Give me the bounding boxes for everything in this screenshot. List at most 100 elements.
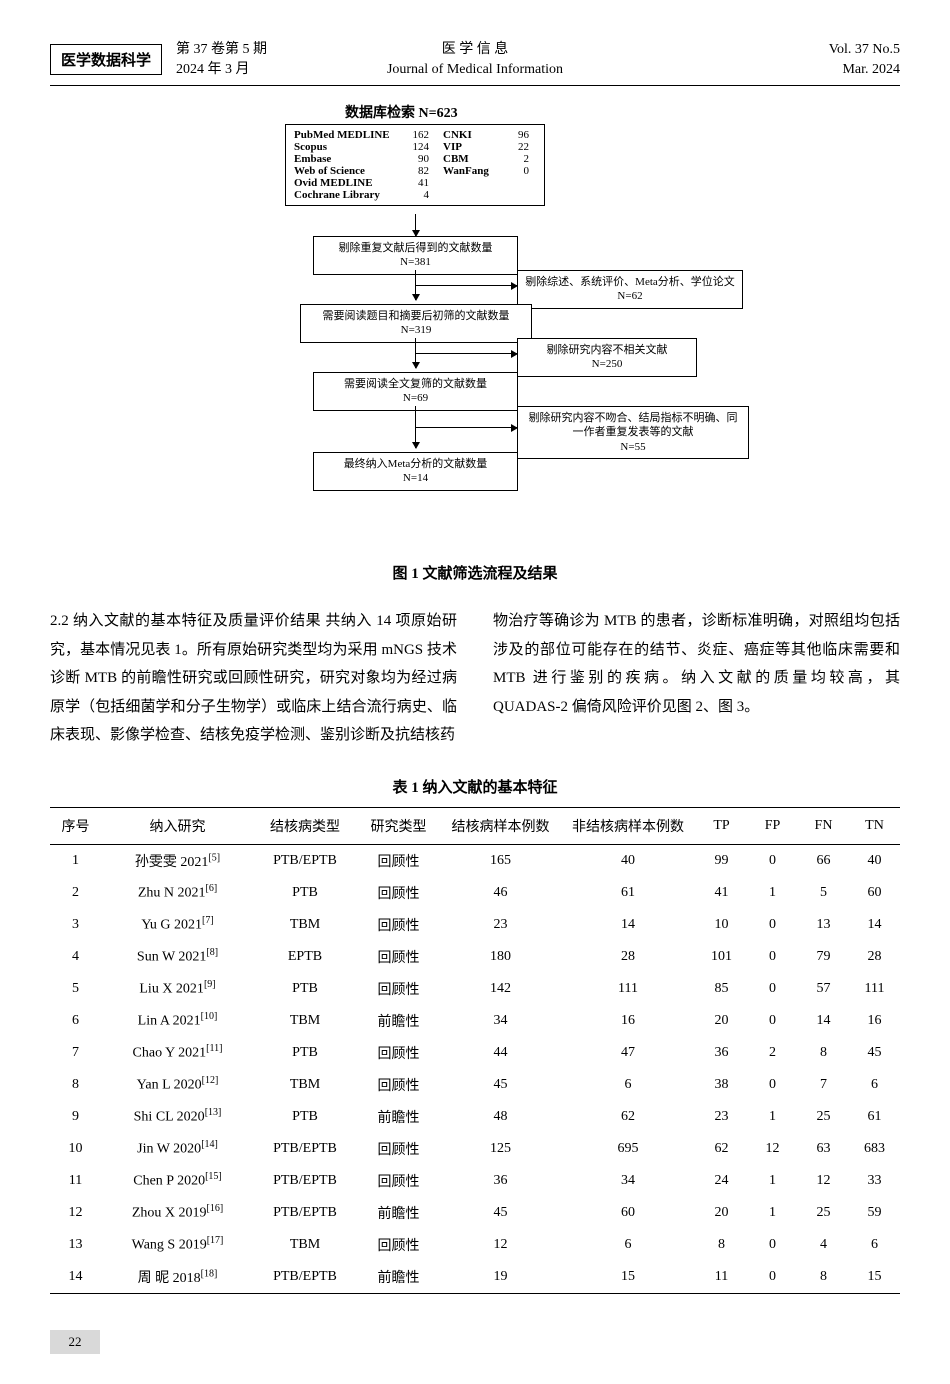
table-cell: PTB/EPTB xyxy=(254,844,356,877)
table-cell: 0 xyxy=(747,1005,798,1037)
table-cell: 前瞻性 xyxy=(356,1197,441,1229)
table-cell: 8 xyxy=(798,1261,849,1294)
table-cell: 85 xyxy=(696,973,747,1005)
table-cell: 13 xyxy=(798,909,849,941)
table-cell: 回顾性 xyxy=(356,877,441,909)
table-row: 11Chen P 2020[15]PTB/EPTB回顾性36342411233 xyxy=(50,1165,900,1197)
page: 医学数据科学 第 37 卷第 5 期 2024 年 3 月 医 学 信 息 Jo… xyxy=(0,0,950,1384)
table-cell: Shi CL 2020[13] xyxy=(101,1101,254,1133)
table-row: 8Yan L 2020[12]TBM回顾性45638076 xyxy=(50,1069,900,1101)
header-issue-cn: 第 37 卷第 5 期 2024 年 3 月 xyxy=(176,40,267,79)
table-cell: 25 xyxy=(798,1101,849,1133)
table-1-caption: 表 1 纳入文献的基本特征 xyxy=(50,776,900,797)
table-cell: 回顾性 xyxy=(356,1229,441,1261)
table-cell: TBM xyxy=(254,1069,356,1101)
table-cell: 1 xyxy=(747,1165,798,1197)
table-cell: 4 xyxy=(798,1229,849,1261)
table-row: 1孙雯雯 2021[5]PTB/EPTB回顾性165409906640 xyxy=(50,844,900,877)
table-cell: 1 xyxy=(747,877,798,909)
table-cell: 0 xyxy=(747,1069,798,1101)
table-header-cell: 非结核病样本例数 xyxy=(560,807,696,844)
table-cell: Wang S 2019[17] xyxy=(101,1229,254,1261)
table-row: 7Chao Y 2021[11]PTB回顾性4447362845 xyxy=(50,1037,900,1069)
flow-exclude-1: 剔除综述、系统评价、Meta分析、学位论文N=62 xyxy=(517,270,743,309)
table-cell: 34 xyxy=(441,1005,560,1037)
table-cell: 前瞻性 xyxy=(356,1261,441,1294)
table-cell: 40 xyxy=(849,844,900,877)
header-right: Vol. 37 No.5 Mar. 2024 xyxy=(620,40,901,79)
table-cell: 11 xyxy=(696,1261,747,1294)
table-cell: Jin W 2020[14] xyxy=(101,1133,254,1165)
table-header-cell: TN xyxy=(849,807,900,844)
table-cell: 28 xyxy=(560,941,696,973)
table-cell: PTB/EPTB xyxy=(254,1197,356,1229)
table-cell: 12 xyxy=(441,1229,560,1261)
table-row: 10Jin W 2020[14]PTB/EPTB回顾性1256956212636… xyxy=(50,1133,900,1165)
flow-box-title-abstract: 需要阅读题目和摘要后初筛的文献数量N=319 xyxy=(300,304,532,343)
table-cell: Yan L 2020[12] xyxy=(101,1069,254,1101)
table-row: 5Liu X 2021[9]PTB回顾性14211185057111 xyxy=(50,973,900,1005)
body-column-left: 2.2 纳入文献的基本特征及质量评价结果 共纳入 14 项原始研究，基本情况见表… xyxy=(50,607,457,750)
table-cell: 10 xyxy=(50,1133,101,1165)
table-cell: TBM xyxy=(254,1229,356,1261)
table-cell: 3 xyxy=(50,909,101,941)
table-cell: 14 xyxy=(849,909,900,941)
table-cell: 24 xyxy=(696,1165,747,1197)
table-cell: 0 xyxy=(747,973,798,1005)
table-cell: PTB/EPTB xyxy=(254,1165,356,1197)
table-row: 9Shi CL 2020[13]PTB前瞻性48622312561 xyxy=(50,1101,900,1133)
table-header-cell: FP xyxy=(747,807,798,844)
flow-exclude-3: 剔除研究内容不吻合、结局指标不明确、同一作者重复发表等的文献N=55 xyxy=(517,406,749,459)
table-cell: 回顾性 xyxy=(356,1069,441,1101)
flow-exclude-2: 剔除研究内容不相关文献N=250 xyxy=(517,338,697,377)
table-cell: 36 xyxy=(696,1037,747,1069)
table-cell: 683 xyxy=(849,1133,900,1165)
table-cell: 45 xyxy=(441,1197,560,1229)
flow-box-dedup: 剔除重复文献后得到的文献数量N=381 xyxy=(313,236,518,275)
table-cell: 34 xyxy=(560,1165,696,1197)
table-cell: 44 xyxy=(441,1037,560,1069)
table-cell: 8 xyxy=(696,1229,747,1261)
table-cell: 40 xyxy=(560,844,696,877)
table-cell: 回顾性 xyxy=(356,941,441,973)
table-cell: 62 xyxy=(560,1101,696,1133)
table-cell: 前瞻性 xyxy=(356,1005,441,1037)
table-cell: 16 xyxy=(560,1005,696,1037)
table-cell: PTB/EPTB xyxy=(254,1133,356,1165)
table-cell: 15 xyxy=(560,1261,696,1294)
table-cell: 8 xyxy=(50,1069,101,1101)
table-cell: 回顾性 xyxy=(356,1037,441,1069)
vol-issue-cn: 第 37 卷第 5 期 xyxy=(176,40,267,60)
table-row: 13Wang S 2019[17]TBM回顾性1268046 xyxy=(50,1229,900,1261)
table-cell: Chao Y 2021[11] xyxy=(101,1037,254,1069)
table-header-cell: 序号 xyxy=(50,807,101,844)
body-text: 2.2 纳入文献的基本特征及质量评价结果 共纳入 14 项原始研究，基本情况见表… xyxy=(50,607,900,750)
date-cn: 2024 年 3 月 xyxy=(176,60,267,80)
table-header-cell: FN xyxy=(798,807,849,844)
table-cell: 45 xyxy=(849,1037,900,1069)
table-cell: Zhou X 2019[16] xyxy=(101,1197,254,1229)
body-column-right: 物治疗等确诊为 MTB 的患者，诊断标准明确，对照组均包括涉及的部位可能存在的结… xyxy=(493,607,900,750)
table-cell: 695 xyxy=(560,1133,696,1165)
table-cell: Liu X 2021[9] xyxy=(101,973,254,1005)
table-row: 6Lin A 2021[10]TBM前瞻性34162001416 xyxy=(50,1005,900,1037)
table-cell: 0 xyxy=(747,941,798,973)
table-header-cell: TP xyxy=(696,807,747,844)
table-cell: 6 xyxy=(560,1229,696,1261)
table-cell: 36 xyxy=(441,1165,560,1197)
table-cell: 28 xyxy=(849,941,900,973)
header-center: 医 学 信 息 Journal of Medical Information xyxy=(331,40,620,79)
flow-box-final: 最终纳入Meta分析的文献数量N=14 xyxy=(313,452,518,491)
table-cell: 10 xyxy=(696,909,747,941)
table-cell: 57 xyxy=(798,973,849,1005)
table-cell: 回顾性 xyxy=(356,1165,441,1197)
table-row: 2Zhu N 2021[6]PTB回顾性4661411560 xyxy=(50,877,900,909)
table-cell: 62 xyxy=(696,1133,747,1165)
table-cell: 回顾性 xyxy=(356,909,441,941)
table-cell: Lin A 2021[10] xyxy=(101,1005,254,1037)
table-cell: 14 xyxy=(560,909,696,941)
table-cell: 142 xyxy=(441,973,560,1005)
journal-cn: 医 学 信 息 xyxy=(331,40,620,60)
table-cell: 61 xyxy=(849,1101,900,1133)
table-cell: Sun W 2021[8] xyxy=(101,941,254,973)
